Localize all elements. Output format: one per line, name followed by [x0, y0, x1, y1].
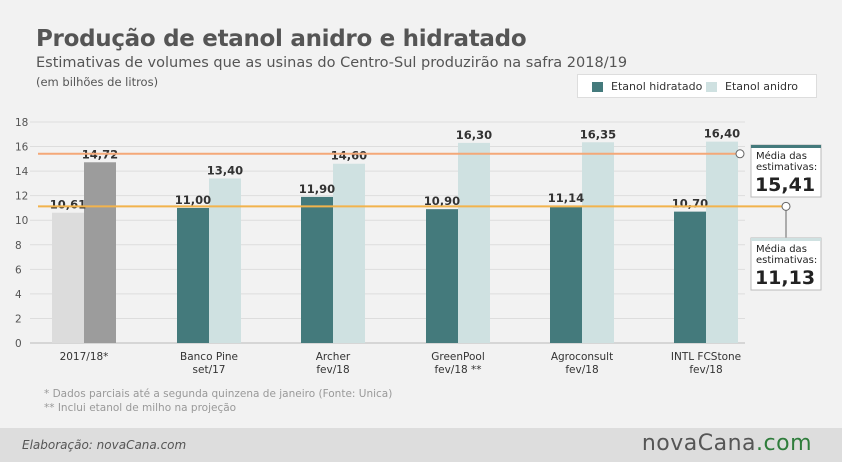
legend-swatch-hidratado: [592, 82, 603, 92]
bar-anidro: [333, 163, 365, 343]
chart-subtitle: Estimativas de volumes que as usinas do …: [36, 55, 628, 71]
bar-hidratado: [52, 212, 84, 343]
average-marker: [781, 201, 791, 211]
y-tick-label: 14: [15, 166, 29, 178]
legend-swatch-anidro: [706, 82, 717, 92]
credit: Elaboração: novaCana.com: [22, 438, 187, 452]
average-box-accent: [751, 145, 821, 148]
logo-main: novaCana: [641, 431, 757, 456]
x-tick-label: 2017/18*: [60, 351, 109, 363]
data-label-anidro: 13,40: [207, 163, 243, 177]
bar-anidro: [84, 162, 116, 343]
average-label: Média das: [756, 243, 807, 255]
logo: novaCana.com: [642, 431, 812, 456]
bar-anidro: [209, 178, 241, 343]
unit-note: (em bilhões de litros): [36, 75, 159, 89]
data-label-anidro: 16,30: [456, 128, 492, 142]
y-tick-label: 8: [15, 240, 22, 252]
x-tick-label-line2: fev/18: [689, 364, 722, 376]
footnote-1: * Dados parciais até a segunda quinzena …: [44, 388, 393, 400]
data-label-anidro: 16,35: [580, 127, 616, 141]
y-tick-label: 16: [15, 142, 29, 154]
bar-hidratado: [426, 209, 458, 343]
logo-suffix: .com: [756, 431, 812, 456]
y-tick-label: 6: [15, 264, 22, 276]
bar-hidratado: [177, 207, 209, 343]
y-tick-label: 2: [15, 313, 22, 325]
footnote-2: ** Inclui etanol de milho na projeção: [44, 402, 237, 414]
x-tick-label-line2: fev/18: [565, 364, 598, 376]
data-label-hidratado: 11,00: [175, 193, 211, 207]
bar-chart: 02468101214161810,6114,722017/18*11,0013…: [15, 117, 822, 376]
data-label-anidro: 16,40: [704, 127, 740, 141]
data-label-hidratado: 11,90: [299, 182, 335, 196]
x-tick-label-line2: set/17: [193, 364, 226, 376]
bar-hidratado: [301, 196, 333, 343]
average-label-2: estimativas:: [756, 162, 817, 173]
footnotes: * Dados parciais até a segunda quinzena …: [44, 387, 392, 415]
data-label-anidro: 14,60: [331, 149, 367, 163]
y-tick-label: 10: [15, 215, 28, 227]
y-tick-label: 18: [15, 117, 28, 129]
average-marker: [735, 149, 745, 159]
average-label: Média das: [756, 150, 807, 162]
average-label-2: estimativas:: [756, 255, 817, 266]
y-tick-label: 12: [15, 191, 28, 203]
legend-label-hidratado: Etanol hidratado: [611, 80, 703, 93]
average-value: 11,13: [755, 267, 815, 289]
legend-label-anidro: Etanol anidro: [725, 80, 799, 93]
data-label-hidratado: 10,90: [424, 194, 460, 208]
x-tick-label: GreenPool: [431, 351, 485, 363]
average-box-accent: [751, 238, 821, 241]
bar-anidro: [582, 142, 614, 343]
footer: Elaboração: novaCana.com novaCana.com: [0, 428, 842, 462]
bar-hidratado: [674, 211, 706, 343]
x-tick-label: Banco Pine: [180, 351, 238, 363]
x-tick-label: Archer: [316, 351, 351, 363]
bar-anidro: [458, 142, 490, 343]
x-tick-label: INTL FCStone: [671, 351, 741, 363]
bar-anidro: [706, 141, 738, 343]
y-tick-label: 0: [15, 338, 22, 350]
data-label-hidratado: 10,70: [672, 197, 708, 211]
average-box: [750, 237, 822, 291]
legend: Etanol hidratado Etanol anidro: [577, 74, 817, 98]
average-value: 15,41: [755, 174, 815, 196]
x-tick-label-line2: fev/18 **: [434, 364, 481, 376]
x-tick-label: Agroconsult: [551, 351, 613, 363]
average-box: [750, 144, 822, 198]
chart-title: Produção de etanol anidro e hidratado: [36, 26, 527, 52]
y-tick-label: 4: [15, 289, 22, 301]
data-label-hidratado: 10,61: [50, 198, 86, 212]
bar-hidratado: [550, 206, 582, 343]
data-label-hidratado: 11,14: [548, 191, 584, 205]
x-tick-label-line2: fev/18: [316, 364, 349, 376]
